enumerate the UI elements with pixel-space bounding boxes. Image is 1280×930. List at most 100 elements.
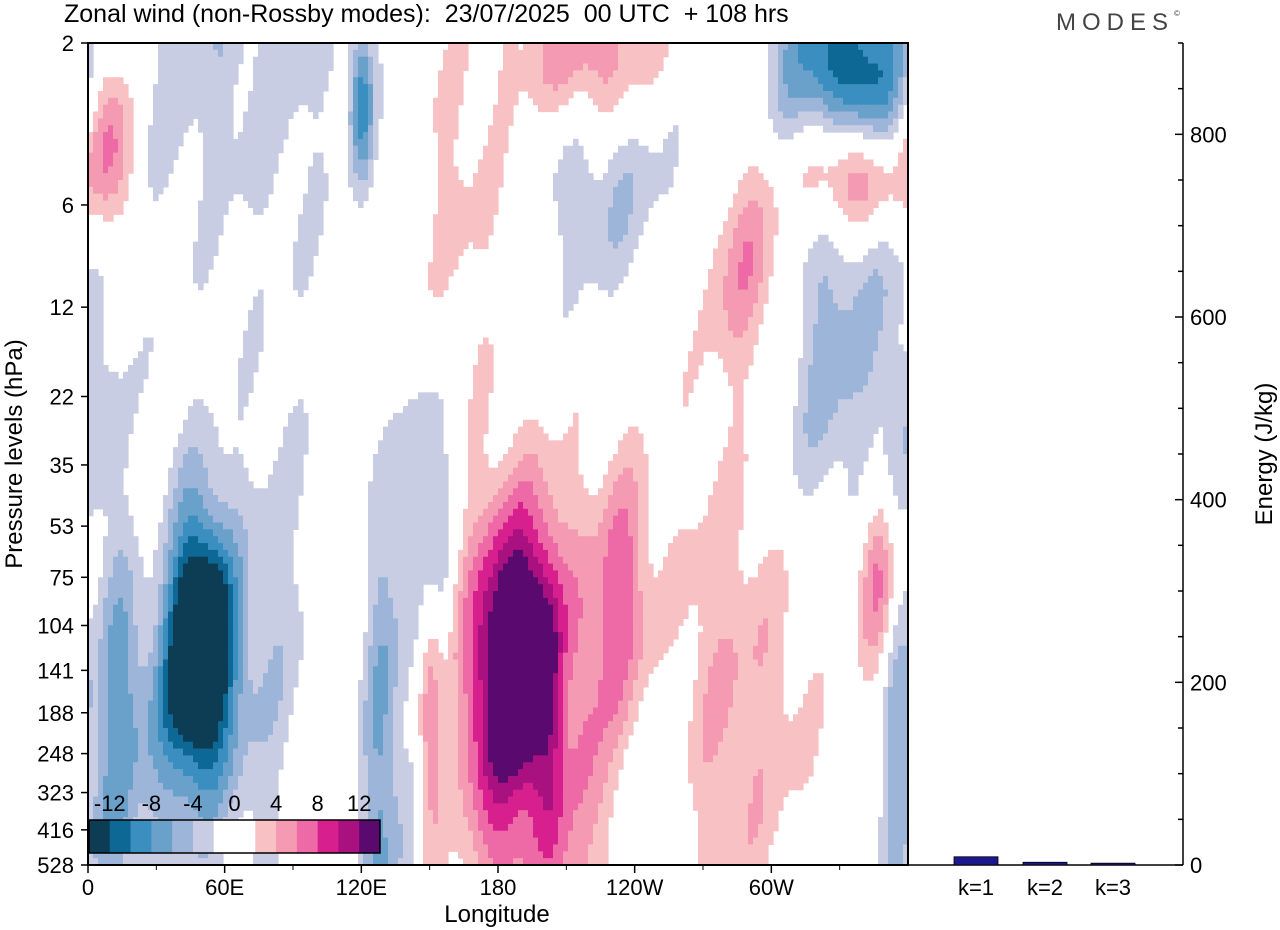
heatmap-cell — [838, 49, 844, 58]
heatmap-cell — [518, 77, 524, 85]
heatmap-cell — [438, 289, 444, 298]
heatmap-cell — [243, 474, 249, 482]
heatmap-cell — [193, 97, 199, 106]
heatmap-cell — [843, 118, 849, 126]
heatmap-cell — [458, 227, 464, 236]
heatmap-cell — [93, 392, 99, 400]
heatmap-cell — [123, 515, 129, 524]
heatmap-cell — [798, 63, 804, 71]
heatmap-cell — [498, 132, 504, 140]
heatmap-cell — [778, 132, 784, 140]
heatmap-cell — [243, 166, 249, 174]
heatmap-cell — [458, 63, 464, 71]
heatmap-cell — [223, 522, 229, 530]
heatmap-cell — [488, 221, 494, 229]
heatmap-cell — [418, 488, 424, 496]
heatmap-cell — [548, 77, 554, 85]
heatmap-cell — [578, 234, 584, 243]
heatmap-cell — [868, 186, 874, 195]
heatmap-cell — [218, 145, 224, 154]
heatmap-cell — [878, 310, 884, 318]
heatmap-cell — [848, 159, 854, 167]
heatmap-cell — [143, 337, 149, 345]
heatmap-cell — [658, 180, 664, 188]
heatmap-cell — [208, 97, 214, 106]
heatmap-cell — [803, 323, 809, 332]
heatmap-cell — [598, 227, 604, 236]
heatmap-cell — [823, 70, 829, 78]
heatmap-cell — [803, 97, 809, 106]
heatmap-cell — [513, 460, 519, 469]
heatmap-cell — [303, 221, 309, 229]
heatmap-cell — [863, 111, 869, 119]
heatmap-cell — [113, 193, 119, 202]
heatmap-cell — [298, 488, 304, 496]
heatmap-cell — [798, 385, 804, 393]
heatmap-cell — [868, 180, 874, 188]
heatmap-cell — [788, 70, 794, 78]
heatmap-cell — [733, 255, 739, 263]
heatmap-cell — [528, 419, 534, 428]
heatmap-cell — [738, 501, 744, 510]
heatmap-cell — [738, 317, 744, 325]
heatmap-cell — [173, 515, 179, 524]
heatmap-cell — [313, 56, 319, 65]
heatmap-cell — [493, 138, 499, 147]
heatmap-cell — [823, 337, 829, 345]
heatmap-cell — [453, 132, 459, 140]
heatmap-cell — [388, 522, 394, 530]
heatmap-cell — [553, 173, 559, 181]
heatmap-cell — [473, 241, 479, 250]
heatmap-cell — [753, 275, 759, 284]
heatmap-cell — [728, 330, 734, 339]
heatmap-cell — [718, 501, 724, 510]
heatmap-cell — [168, 159, 174, 167]
heatmap-cell — [433, 399, 439, 407]
heatmap-cell — [173, 460, 179, 469]
heatmap-cell — [813, 180, 819, 188]
heatmap-cell — [258, 501, 264, 510]
heatmap-cell — [558, 522, 564, 530]
heatmap-cell — [573, 63, 579, 71]
heatmap-cell — [618, 186, 624, 195]
heatmap-cell — [818, 399, 824, 407]
heatmap-cell — [98, 173, 104, 181]
heatmap-cell — [208, 221, 214, 229]
heatmap-cell — [253, 152, 259, 161]
heatmap-cell — [758, 255, 764, 263]
heatmap-cell — [443, 200, 449, 208]
heatmap-cell — [848, 214, 854, 222]
heatmap-cell — [603, 193, 609, 202]
heatmap-cell — [433, 289, 439, 298]
heatmap-cell — [518, 495, 524, 503]
heatmap-cell — [98, 495, 104, 503]
heatmap-cell — [563, 296, 569, 304]
heatmap-cell — [243, 145, 249, 154]
heatmap-cell — [88, 317, 94, 325]
heatmap-cell — [743, 358, 749, 366]
heatmap-cell — [518, 49, 524, 58]
heatmap-cell — [243, 522, 249, 530]
heatmap-cell — [443, 49, 449, 58]
heatmap-cell — [813, 97, 819, 106]
heatmap-cell — [453, 49, 459, 58]
heatmap-cell — [803, 378, 809, 387]
heatmap-cell — [753, 180, 759, 188]
heatmap-cell — [323, 63, 329, 71]
heatmap-cell — [573, 159, 579, 167]
heatmap-cell — [483, 522, 489, 530]
heatmap-cell — [788, 104, 794, 113]
heatmap-cell — [253, 193, 259, 202]
heatmap-cell — [288, 467, 294, 476]
heatmap-cell — [398, 529, 404, 537]
heatmap-cell — [883, 255, 889, 263]
heatmap-cell — [163, 97, 169, 106]
heatmap-cell — [108, 159, 114, 167]
heatmap-cell — [808, 180, 814, 188]
heatmap-cell — [258, 63, 264, 71]
heatmap-cell — [708, 344, 714, 352]
heatmap-cell — [868, 412, 874, 421]
heatmap-cell — [703, 296, 709, 304]
heatmap-cell — [808, 248, 814, 256]
heatmap-cell — [178, 125, 184, 133]
